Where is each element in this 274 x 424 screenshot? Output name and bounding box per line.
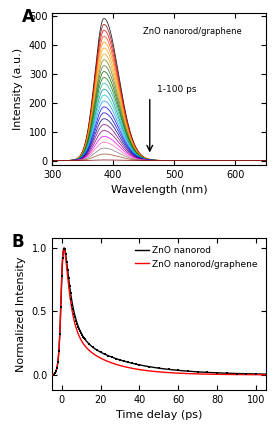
Text: A: A [22,8,35,26]
X-axis label: Time delay (ps): Time delay (ps) [116,410,202,421]
Text: 1-100 ps: 1-100 ps [158,85,197,94]
Y-axis label: Intensity (a.u.): Intensity (a.u.) [13,48,23,130]
X-axis label: Wavelength (nm): Wavelength (nm) [111,185,207,195]
Text: B: B [12,233,24,251]
Y-axis label: Normalized Intensity: Normalized Intensity [16,256,26,372]
Legend: ZnO nanorod, ZnO nanorod/graphene: ZnO nanorod, ZnO nanorod/graphene [132,243,261,272]
Text: ZnO nanorod/graphene: ZnO nanorod/graphene [143,27,242,36]
